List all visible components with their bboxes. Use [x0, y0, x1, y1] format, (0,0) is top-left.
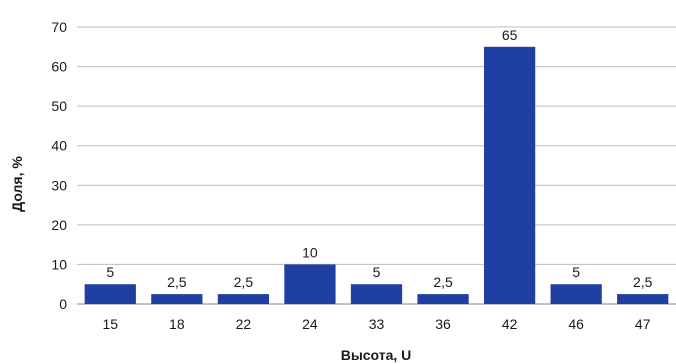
bar-value-label: 5	[106, 264, 114, 280]
y-tick-label: 60	[51, 59, 67, 75]
bar	[417, 294, 469, 304]
x-tick-label: 46	[568, 316, 584, 332]
x-tick-label: 36	[435, 316, 451, 332]
data-labels: 5 2,5 2,5 10 5 2,5 65 5 2,5	[106, 27, 652, 290]
bars	[84, 46, 669, 305]
bar-value-label: 2,5	[433, 274, 453, 290]
gridlines	[77, 26, 676, 305]
x-tick-label: 24	[302, 316, 318, 332]
bar	[550, 284, 602, 304]
x-axis-ticks: 15 18 22 24 33 36 42 46 47	[102, 316, 650, 332]
bar	[284, 264, 336, 304]
bar	[84, 284, 136, 304]
bar-value-label: 2,5	[167, 274, 187, 290]
y-axis-ticks: 0 10 20 30 40 50 60 70	[51, 19, 67, 312]
bar	[617, 294, 669, 304]
bar	[151, 294, 203, 304]
bar	[483, 46, 536, 305]
x-tick-label: 33	[369, 316, 385, 332]
bar	[350, 284, 403, 304]
bar-value-label: 65	[502, 27, 518, 43]
x-tick-label: 22	[236, 316, 252, 332]
bar-value-label: 2,5	[234, 274, 254, 290]
x-tick-label: 15	[102, 316, 118, 332]
bar-value-label: 5	[572, 264, 580, 280]
x-tick-label: 18	[169, 316, 185, 332]
y-tick-label: 50	[51, 98, 67, 114]
x-tick-label: 47	[635, 316, 651, 332]
y-tick-label: 20	[51, 217, 67, 233]
y-axis-title: Доля, %	[9, 156, 25, 212]
bar-value-label: 5	[373, 264, 381, 280]
y-tick-label: 40	[51, 138, 67, 154]
y-tick-label: 10	[51, 256, 67, 272]
bar-value-label: 2,5	[633, 274, 653, 290]
y-tick-label: 0	[59, 296, 67, 312]
x-tick-label: 42	[502, 316, 518, 332]
bar	[217, 294, 270, 304]
y-tick-label: 70	[51, 19, 67, 35]
bar-value-label: 10	[302, 244, 318, 260]
y-tick-label: 30	[51, 177, 67, 193]
x-axis-title: Высота, U	[341, 347, 412, 363]
